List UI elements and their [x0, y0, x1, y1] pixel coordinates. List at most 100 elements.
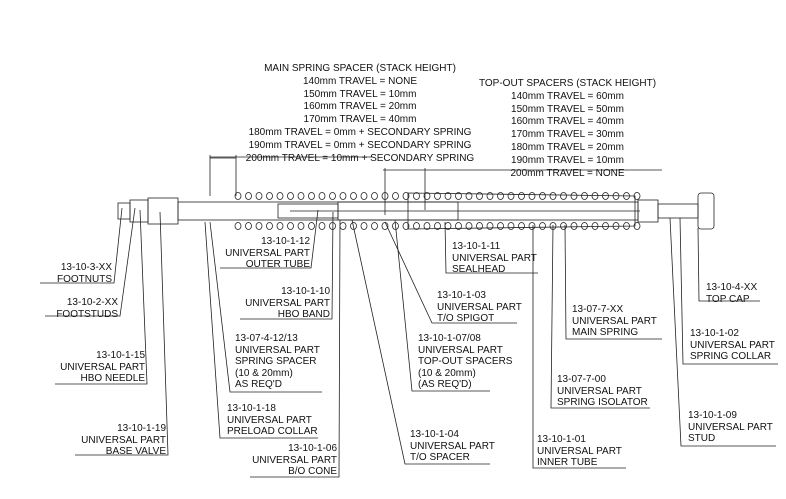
travel-row: 150mm TRAVEL = 50mm: [511, 103, 624, 115]
leader-line: [679, 217, 778, 365]
spring-coil: [245, 222, 252, 230]
spring-coil: [518, 192, 525, 200]
part-description: UNIVERSAL PART: [572, 315, 657, 327]
top-out-spacers-table: TOP-OUT SPACERS (STACK HEIGHT) 140mm TRA…: [460, 78, 675, 180]
leader-line: [564, 224, 662, 340]
spring-coil: [528, 222, 536, 230]
spring-coil: [371, 192, 378, 200]
part-number: 13-07-7-XX: [572, 304, 624, 315]
part-description: UNIVERSAL PART: [60, 361, 145, 373]
part-description: UNIVERSAL PART: [557, 385, 642, 397]
spring-coil: [465, 192, 473, 200]
travel-row: 140mm TRAVEL = NONE: [302, 75, 418, 87]
travel-row: 160mm TRAVEL = 40mm: [511, 116, 624, 128]
part-description: HBO NEEDLE: [80, 373, 145, 384]
part-description: (10 & 20mm): [235, 367, 293, 379]
part-number: 13-10-1-07/08: [418, 333, 481, 344]
part-number: 13-10-1-03: [437, 290, 486, 301]
spring-coil: [465, 222, 473, 230]
part-description: (10 & 20mm): [418, 367, 476, 379]
spring-coil: [612, 192, 620, 200]
part-number: 13-07-7-00: [557, 374, 606, 385]
leader-line: [45, 207, 136, 317]
part-description: TOP-OUT SPACERS: [418, 356, 513, 367]
part-callout: 13-10-1-01 UNIVERSAL PART INNER TUBE: [537, 434, 627, 469]
part-callout: 13-10-1-09 UNIVERSAL PART STUD: [688, 410, 778, 445]
spring-coil: [528, 192, 536, 200]
leader-line: [550, 224, 650, 409]
part-number: 13-10-1-11: [452, 241, 501, 252]
part-description: (AS REQ'D): [418, 379, 472, 390]
part-number: 13-10-1-18: [227, 403, 276, 414]
spring-coil: [581, 192, 588, 200]
spring-coil: [308, 192, 315, 200]
part-description: TOP CAP: [706, 293, 750, 305]
travel-row: 170mm TRAVEL = 40mm: [303, 114, 417, 126]
part-description: UNIVERSAL PART: [690, 339, 775, 351]
part-number: 13-10-1-06: [288, 443, 337, 454]
leader-line: [40, 207, 123, 284]
part-description: UNIVERSAL PART: [688, 421, 773, 433]
spring-coil: [549, 192, 557, 200]
part-description: UNIVERSAL PART: [81, 434, 166, 446]
spring-coil: [413, 222, 420, 230]
spring-coil: [297, 222, 305, 230]
part-description: UNIVERSAL PART: [418, 344, 503, 356]
spring-coil: [434, 222, 441, 230]
spring-coil: [350, 222, 357, 230]
part-number: 13-10-1-12: [261, 236, 310, 247]
spring-coil: [476, 192, 483, 200]
part-description: OUTER TUBE: [245, 259, 310, 270]
leader-line: [204, 221, 318, 439]
part-number: 13-10-1-19: [117, 423, 166, 434]
spring-coil: [539, 222, 546, 230]
spring-coil: [255, 222, 263, 230]
part-description: SPRING ISOLATOR: [557, 397, 648, 408]
part-callout: 13-10-1-07/08 UNIVERSAL PART TOP-OUT SPACE…: [418, 333, 518, 391]
spring-coil: [402, 192, 410, 200]
part-callout: 13-10-1-11 UNIVERSAL PART SEALHEAD: [452, 241, 542, 276]
spring-coil: [560, 222, 567, 230]
spring-coil: [413, 192, 420, 200]
spring-coil: [518, 222, 525, 230]
spring-coil: [287, 222, 294, 230]
part-callout: 13-10-1-04 UNIVERSAL PART T/O SPACER: [410, 429, 500, 464]
part-number: 13-10-1-09: [688, 410, 737, 421]
spring-coil: [455, 222, 462, 230]
part-description: UNIVERSAL PART: [245, 297, 330, 309]
part-number: 13-10-1-02: [690, 328, 739, 339]
part-callout: 13-10-1-19 UNIVERSAL PART BASE VALVE: [75, 423, 166, 458]
spring-coil: [507, 192, 515, 200]
part-callout: 13-10-1-10 UNIVERSAL PART HBO BAND: [240, 286, 330, 321]
part-number: 13-07-4-12/13: [235, 333, 298, 344]
spring-coil: [570, 192, 578, 200]
spring-coil: [444, 192, 452, 200]
main-spring-coils: [234, 192, 641, 230]
spring-coil: [360, 192, 368, 200]
part-callout: 13-10-1-12 UNIVERSAL PART OUTER TUBE: [220, 236, 310, 271]
spring-coil: [591, 192, 599, 200]
part-description: BASE VALVE: [105, 446, 166, 457]
part-number: 13-10-4-XX: [706, 282, 758, 293]
part-callout: 13-10-1-06 UNIVERSAL PART B/O CONE: [250, 443, 337, 478]
part-callout: 13-07-4-12/13 UNIVERSAL PART SPRING SPACER…: [235, 333, 335, 391]
spring-coil: [434, 192, 441, 200]
main-spring-spacer-title: MAIN SPRING SPACER (STACK HEIGHT): [264, 63, 456, 74]
spring-coil: [276, 192, 284, 200]
spring-coil: [276, 222, 284, 230]
part-description: SPRING SPACER: [235, 356, 317, 367]
leader-line: [240, 211, 334, 320]
part-number: 13-10-1-01: [537, 434, 586, 445]
spring-coil: [623, 222, 630, 230]
travel-row: 190mm TRAVEL = 10mm: [511, 154, 624, 166]
spring-coil: [612, 222, 620, 230]
spring-coil: [623, 192, 630, 200]
travel-row: 150mm TRAVEL = 10mm: [303, 88, 417, 100]
travel-row: 200mm TRAVEL = NONE: [510, 167, 625, 179]
spring-coil: [329, 192, 336, 200]
part-description: UNIVERSAL PART: [437, 301, 522, 313]
spring-coil: [507, 222, 515, 230]
spring-coil: [360, 222, 368, 230]
part-description: UNIVERSAL PART: [227, 414, 312, 426]
leader-line: [444, 221, 538, 274]
